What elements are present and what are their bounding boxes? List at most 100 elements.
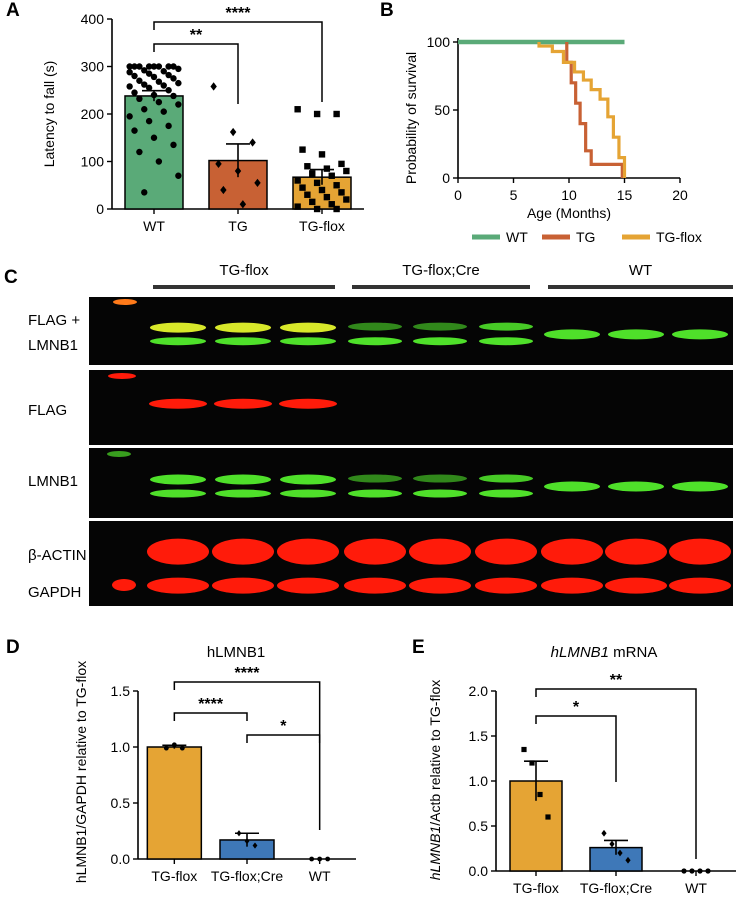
chart-title-rest: mRNA [609,644,657,661]
band-lower [413,337,467,346]
chart-title-gene: hLMNB1 [551,644,609,661]
y-tick-label: 100 [81,154,105,170]
data-point [131,72,138,80]
data-point [165,71,172,79]
y-tick-label: 1.5 [469,728,489,744]
data-point [333,205,340,213]
band-upper [479,322,533,331]
data-point [299,146,306,153]
data-point [141,189,148,196]
data-point [236,830,242,837]
x-tick-label: 15 [617,187,633,203]
y-axis-title: Probability of survival [403,52,419,184]
data-point [338,189,345,196]
group-label: TG-flox [219,262,269,279]
y-tick-label: 1.0 [469,773,489,789]
significance-label: **** [235,665,261,682]
western-blot-panel: TG-flox TG-flox;Cre WT FLAG + LMNB1 FLAG LMNB1… [28,262,733,606]
chart-b-survival: 0 50 100 0 5 10 15 20 Age (Months) Probability of… [403,34,702,245]
x-tick-label: 20 [672,187,688,203]
legend-label: TG [576,229,595,245]
significance-label: **** [198,696,224,713]
blot-row-label: LMNB1 [28,473,78,490]
bar [124,95,184,210]
significance-label: * [573,699,580,716]
data-point [244,837,250,845]
data-point [294,106,301,113]
data-point [601,829,607,837]
data-point [338,160,345,168]
blot-row-label: β-ACTIN [28,547,87,564]
band-lower [215,337,271,346]
data-point [328,172,335,179]
data-point [170,92,177,100]
data-point [126,63,133,70]
data-point [179,745,185,751]
data-point [145,63,153,70]
significance-label: ** [610,672,623,689]
data-point [136,148,143,156]
survival-line-tg-flox [537,42,627,178]
band-lower [280,489,336,498]
data-point [155,158,163,165]
band-lower [348,337,402,346]
data-point [537,791,543,798]
data-point [689,868,695,874]
data-point [175,65,182,73]
error-bar [524,760,548,801]
x-axis-title: Age (Months) [527,205,611,221]
band-gapdh [409,577,471,594]
band-flag [214,398,272,409]
blot-row-4 [89,521,733,606]
data-point [294,203,301,210]
data-point [141,106,148,113]
band-gapdh [475,577,537,594]
data-point [150,91,158,99]
band-actin [475,538,537,565]
band-single [672,481,728,492]
band-lower [479,489,533,498]
data-point [215,159,222,169]
band-single [608,329,664,340]
band-upper [280,322,336,333]
significance-bracket [173,712,248,721]
panel-label-a: A [6,0,20,21]
band-upper [150,474,206,485]
data-point [126,69,133,76]
x-tick-label: TG-flox [513,880,559,896]
data-point [313,179,321,187]
band-flag [149,398,207,409]
band-actin [605,538,667,565]
data-point [239,200,247,209]
blot-row-label: FLAG + [28,312,80,329]
x-tick-label: TG-flox [151,868,197,884]
y-tick-label: 1.0 [111,739,131,755]
y-tick-label: 0.0 [111,851,131,867]
data-point [136,95,143,103]
data-point [145,70,153,77]
band-lower [150,489,206,498]
data-point [333,182,340,189]
data-point [165,122,172,130]
data-point [175,101,182,108]
data-point [175,172,182,179]
panel-label-b: B [380,0,394,21]
x-tick-label: TG-flox;Cre [580,880,653,896]
data-point [145,84,153,92]
band-single [544,329,600,340]
data-point [170,141,177,149]
significance-bracket [153,43,239,104]
y-axis-title-gene: hLMNB1 [427,826,443,880]
band-upper [479,474,533,483]
band-single [544,481,600,492]
y-tick-label: 1.5 [111,683,131,699]
data-point [625,856,631,864]
data-point [126,83,133,90]
data-point [313,205,321,213]
x-tick-label: 5 [510,187,518,203]
significance-bracket [535,688,697,859]
data-point [141,67,148,74]
y-tick-label: 200 [81,106,105,122]
data-point [131,89,138,96]
